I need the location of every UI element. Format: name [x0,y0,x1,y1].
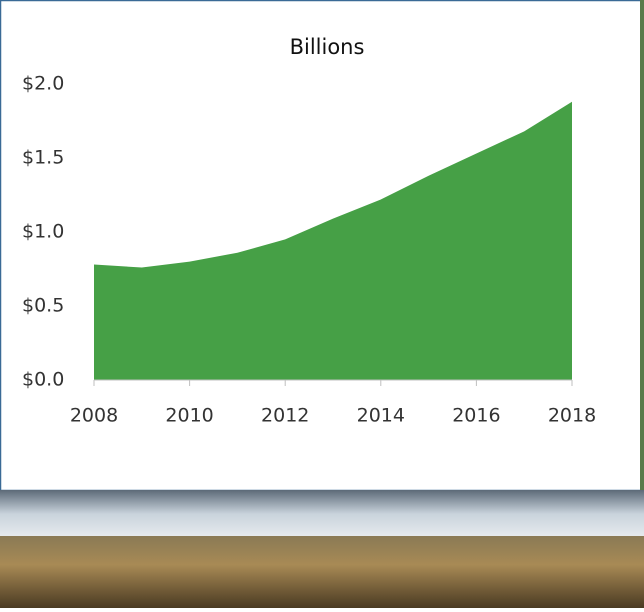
frame-edge [640,0,644,490]
x-tick-label: 2014 [357,405,405,427]
area [94,101,572,380]
x-tick-label: 2018 [548,405,596,427]
photo-sky [0,490,644,538]
photo-field [0,536,644,608]
y-tick-label: $1.0 [22,221,64,243]
x-tick-label: 2010 [165,405,213,427]
y-tick-label: $2.0 [22,73,64,95]
chart-title: Billions [290,35,365,59]
y-tick-label: $0.0 [22,369,64,391]
x-tick-label: 2016 [452,405,500,427]
y-tick-label: $1.5 [22,147,64,169]
x-tick-label: 2008 [70,405,118,427]
x-tick-label: 2012 [261,405,309,427]
y-tick-label: $0.5 [22,295,64,317]
